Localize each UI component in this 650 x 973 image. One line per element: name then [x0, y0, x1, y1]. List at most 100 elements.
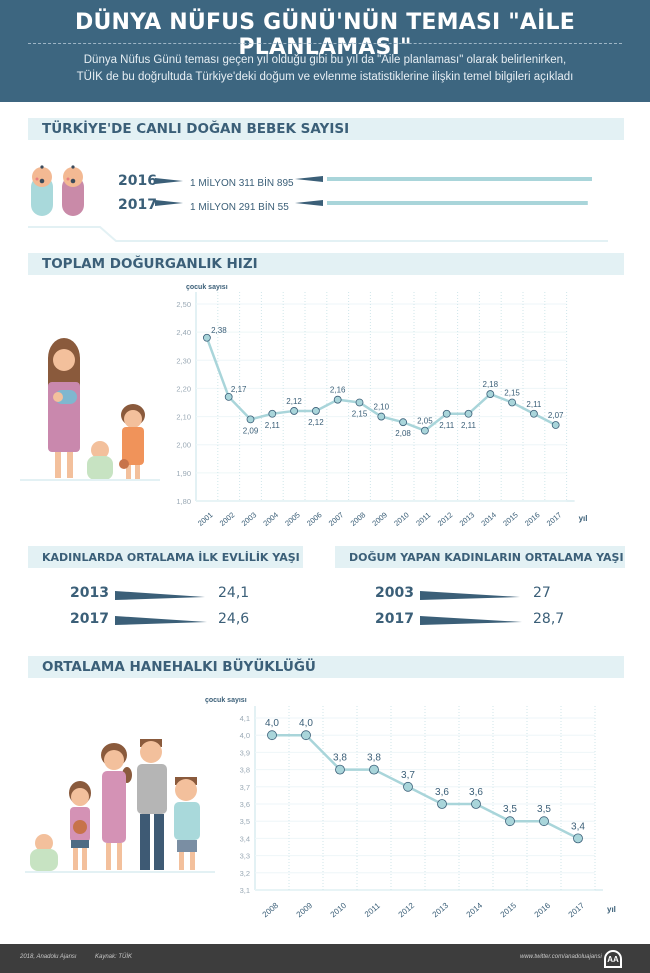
- woman-figure: [101, 743, 132, 870]
- data-point: [573, 833, 583, 844]
- x-tick-label: 2011: [414, 510, 432, 527]
- baby-figure-2: [30, 834, 58, 871]
- x-tick-label: 2003: [240, 510, 259, 528]
- x-tick-label: 2012: [436, 510, 455, 528]
- man-figure: [137, 739, 167, 870]
- data-point: [464, 409, 473, 418]
- household-section-header: ORTALAMA HANEHALKI BÜYÜKLÜĞÜ: [28, 656, 624, 678]
- x-tick-label: 2010: [329, 901, 349, 920]
- subtitle-line-1: Dünya Nüfus Günü teması geçen yıl olduğu…: [83, 54, 567, 66]
- x-tick-label: 2002: [218, 510, 237, 528]
- data-point: [539, 816, 549, 827]
- data-label: 2,07: [548, 411, 564, 420]
- data-point: [369, 764, 379, 775]
- x-tick-label: 2010: [392, 510, 411, 528]
- data-label: 3,8: [367, 753, 381, 764]
- data-label: 3,6: [435, 787, 449, 798]
- data-point: [377, 412, 386, 421]
- birth-bar: [327, 201, 588, 205]
- births-bars: [295, 176, 592, 206]
- series-line: [272, 733, 579, 840]
- y-tick-label: 4,0: [240, 731, 250, 740]
- data-point: [403, 781, 413, 792]
- births-year-2016: 2016: [118, 173, 157, 189]
- data-label: 2,16: [330, 386, 346, 395]
- x-tick-label: 2013: [431, 901, 451, 920]
- data-label: 4,0: [299, 718, 313, 729]
- data-point: [246, 415, 255, 424]
- birth-bar-arrow: [295, 200, 323, 206]
- data-label: 3,6: [469, 787, 483, 798]
- data-label: 2,08: [395, 429, 411, 438]
- x-tick-label: 2014: [465, 901, 485, 920]
- data-label: 3,4: [571, 821, 585, 832]
- y-tick-label: 3,8: [240, 766, 250, 775]
- y-tick-label: 3,9: [240, 748, 250, 757]
- data-point: [301, 730, 311, 741]
- data-label: 2,09: [243, 426, 259, 435]
- x-tick-label: 2009: [295, 901, 315, 920]
- data-point: [551, 421, 560, 429]
- x-tick-label: 2015: [499, 901, 519, 920]
- household-title: ORTALAMA HANEHALKI BÜYÜKLÜĞÜ: [42, 659, 316, 675]
- baby-blue-icon: [31, 165, 53, 216]
- x-tick-label: 2012: [397, 901, 417, 920]
- data-label: 2,05: [417, 417, 433, 426]
- birth-bar: [327, 177, 592, 181]
- y-tick-label: 3,7: [240, 783, 250, 792]
- subtitle-line-2: TÜİK de bu doğrultuda Türkiye'deki doğum…: [76, 71, 574, 83]
- data-point: [508, 398, 517, 407]
- footer-twitter-link[interactable]: www.twitter.com/anadoluajansi: [520, 954, 602, 960]
- data-point: [290, 407, 299, 415]
- mother-age-wedges: [420, 591, 522, 625]
- data-label: 3,7: [401, 770, 415, 781]
- x-tick-label: 2015: [501, 510, 520, 528]
- data-label: 4,0: [265, 718, 279, 729]
- births-left-arrows: [155, 178, 183, 206]
- mother-year-2003: 2003: [375, 585, 414, 601]
- x-tick-label: 2008: [261, 901, 281, 920]
- footer-source: Kaynak: TÜİK: [95, 954, 133, 960]
- data-point: [203, 333, 211, 342]
- x-tick-label: 2005: [283, 510, 302, 528]
- x-tick-label: 2014: [479, 510, 498, 528]
- x-tick-label: 2001: [196, 510, 215, 528]
- data-point: [267, 730, 277, 741]
- girl-figure: [119, 404, 145, 479]
- marriage-age-section-header: KADINLARDA ORTALAMA İLK EVLİLİK YAŞI: [28, 546, 303, 568]
- y-tick-label: 3,4: [240, 834, 250, 843]
- birth-bar-arrow: [295, 176, 323, 182]
- x-tick-label: 2017: [545, 510, 564, 528]
- data-point: [471, 799, 481, 809]
- data-label: 2,10: [374, 403, 390, 412]
- births-arrow-2016: [155, 178, 183, 184]
- data-label: 3,5: [537, 804, 551, 815]
- y-axis-label: çocuk sayısı: [186, 284, 228, 291]
- x-tick-label: 2013: [458, 510, 477, 528]
- data-point: [224, 392, 233, 401]
- fertility-line-chart: çocuk sayısı 1,80 1,90 2,00 2,10 2,20 2,30 2,40…: [176, 284, 587, 528]
- data-label: 2,15: [352, 410, 368, 419]
- y-tick-label: 3,6: [240, 800, 250, 809]
- fertility-section-header: TOPLAM DOĞURGANLIK HIZI: [28, 253, 624, 275]
- data-label: 2,11: [439, 421, 455, 430]
- y-tick-label: 2,30: [176, 356, 191, 365]
- y-tick-label: 4,1: [240, 714, 250, 723]
- y-tick-label: 3,1: [240, 886, 250, 895]
- boy-figure: [174, 777, 200, 870]
- family-illustration: [25, 739, 215, 873]
- y-tick-label: 2,10: [176, 413, 191, 422]
- marriage-age-wedges: [115, 591, 207, 625]
- household-line-chart: çocuk sayısı 3,1 3,2 3,3 3,4 3,5 3,6 3,7 3,8 3,9 4…: [205, 697, 616, 920]
- marriage-value-2013: 24,1: [218, 585, 250, 601]
- x-tick-label: 2016: [523, 510, 542, 528]
- baby-pink-icon: [62, 165, 84, 216]
- marriage-age-title: KADINLARDA ORTALAMA İLK EVLİLİK YAŞI: [42, 551, 300, 564]
- header-divider: [28, 43, 622, 44]
- footer: 2018, Anadolu Ajansı Kaynak: TÜİK www.tw…: [0, 944, 650, 973]
- fertility-title: TOPLAM DOĞURGANLIK HIZI: [42, 256, 258, 272]
- data-point: [355, 398, 364, 407]
- girl-with-teddy-figure: [69, 781, 91, 870]
- data-label: 2,11: [526, 400, 542, 409]
- data-point: [442, 409, 451, 418]
